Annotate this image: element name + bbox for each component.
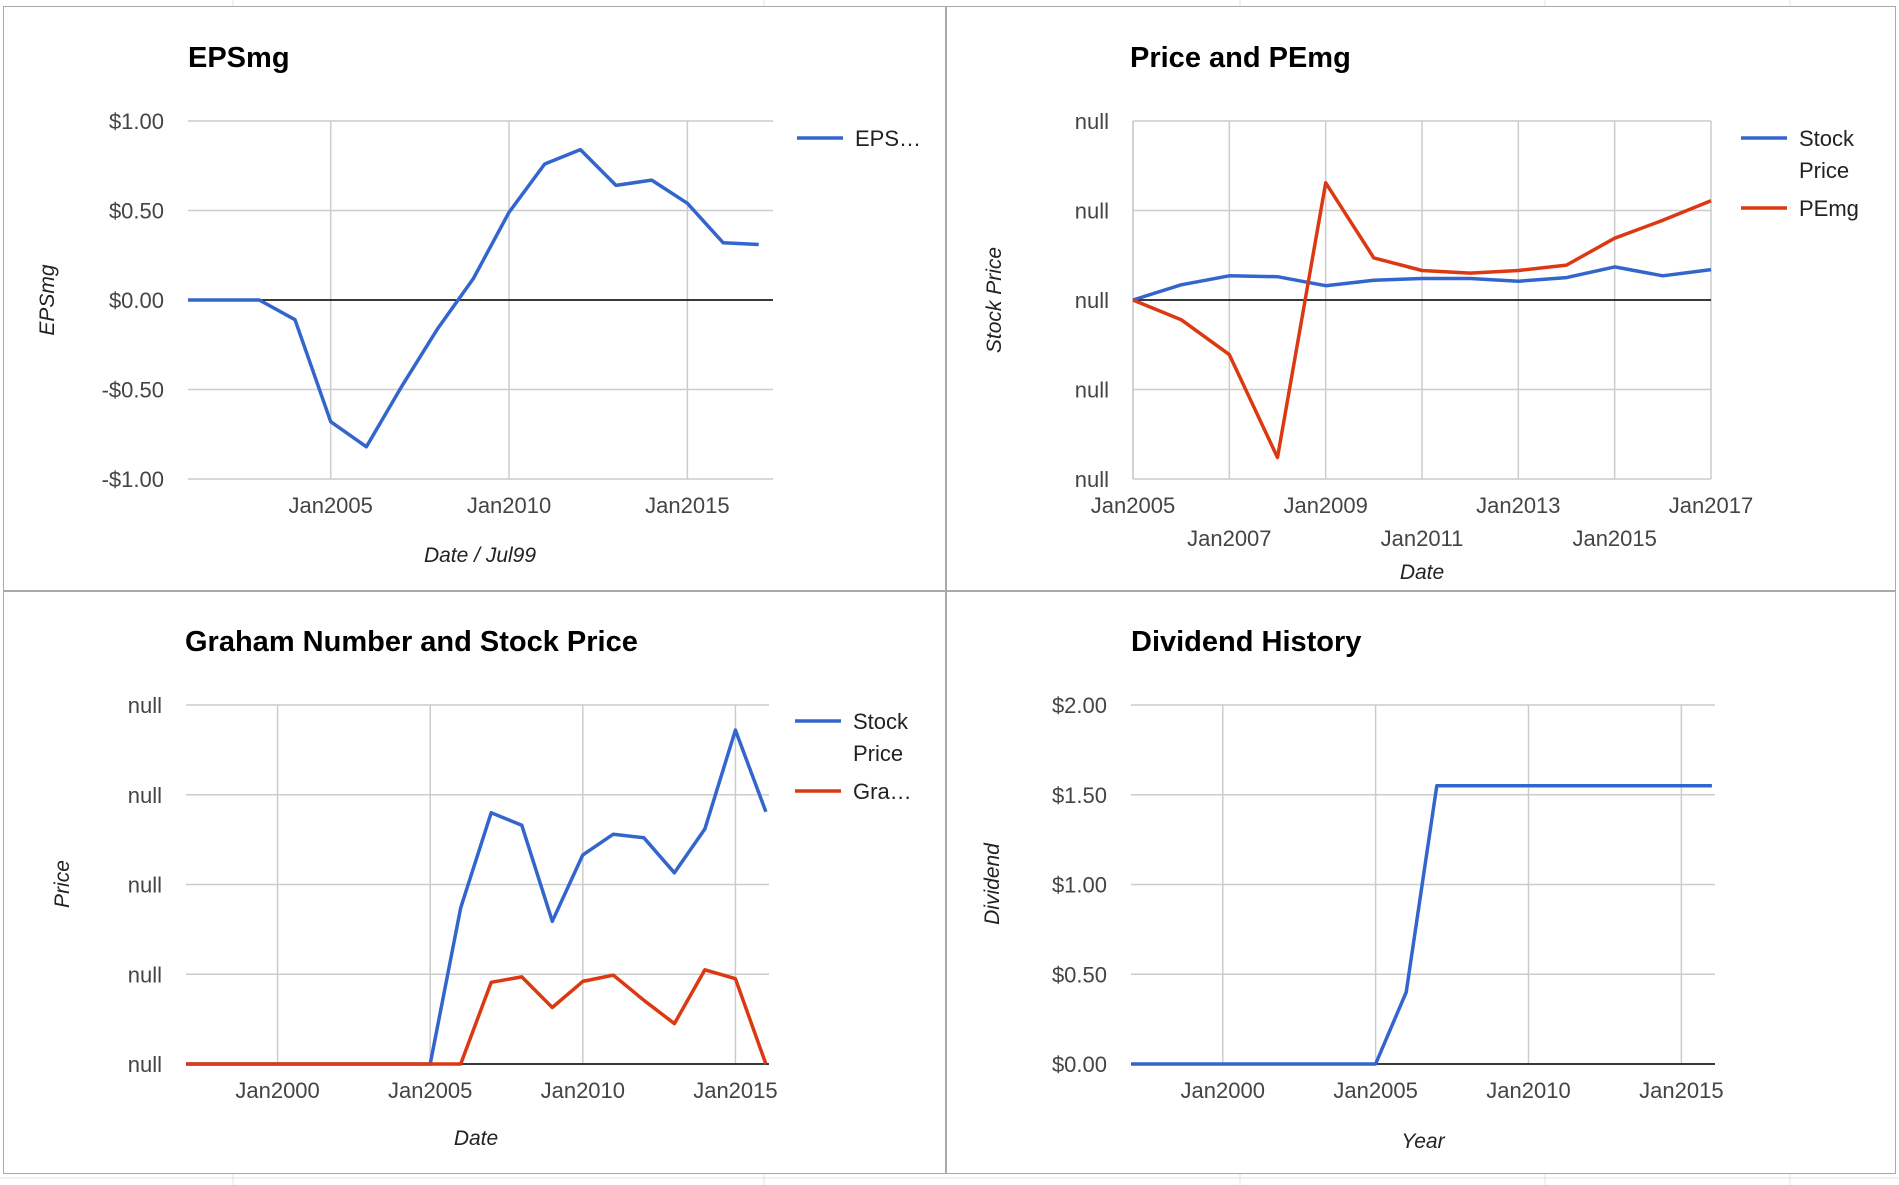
dividend-chart: Dividend History $2.00 $1.50 $1.00 $0.50 $0.0… [981, 626, 1724, 1153]
price-pemg-x-tick-3: Jan2011 [1381, 526, 1464, 551]
chart-panel-price-pemg[interactable]: Price and PEmg null null null null null Jan200… [946, 6, 1896, 591]
price-pemg-y-tick-2: null [1075, 288, 1109, 313]
epsmg-title: EPSmg [188, 42, 290, 74]
price-pemg-x-axis-title: Date [1400, 561, 1444, 584]
price-pemg-legend-entry-1[interactable]: PEmg [1799, 196, 1859, 221]
price-pemg-y-tick-0: null [1075, 109, 1109, 134]
epsmg-y-tick-1: $0.50 [109, 199, 164, 224]
graham-series-line-1[interactable] [186, 968, 768, 1066]
epsmg-series-line-0[interactable] [188, 147, 759, 449]
graham-x-tick-0: Jan2000 [235, 1078, 319, 1103]
epsmg-x-axis-title: Date / Jul99 [424, 544, 536, 567]
dividend-x-axis-title: Year [1401, 1130, 1445, 1153]
epsmg-legend-entry-0[interactable]: EPS… [855, 126, 921, 151]
dividend-y-tick-0: $2.00 [1052, 693, 1107, 718]
price-pemg-y-tick-1: null [1075, 199, 1109, 224]
epsmg-x-tick-0: Jan2005 [288, 493, 372, 518]
graham-y-tick-0: null [128, 693, 162, 718]
price-pemg-x-tick-6: Jan2017 [1669, 493, 1753, 518]
dividend-x-tick-2: Jan2010 [1486, 1078, 1570, 1103]
graham-legend-entry-1[interactable]: Gra… [853, 779, 912, 804]
epsmg-y-tick-2: $0.00 [109, 288, 164, 313]
dividend-x-tick-0: Jan2000 [1181, 1078, 1265, 1103]
price-pemg-y-tick-4: null [1075, 467, 1109, 492]
dividend-y-tick-1: $1.50 [1052, 783, 1107, 808]
epsmg-y-tick-3: -$0.50 [102, 378, 164, 403]
graham-y-tick-4: null [128, 1052, 162, 1077]
chart-panel-graham[interactable]: Graham Number and Stock Price null null nul… [3, 591, 946, 1174]
price-pemg-series-line-1[interactable] [1132, 181, 1712, 460]
price-pemg-y-tick-3: null [1075, 378, 1109, 403]
price-pemg-chart: Price and PEmgnullnullnullnullnullJan200… [983, 42, 1859, 584]
price-pemg-title: Price and PEmg [1130, 42, 1351, 74]
epsmg-chart: EPSmg $1.00 $0.50 $0.00 -$0.50 -$1.00 Jan2005 J… [36, 42, 921, 567]
graham-y-tick-2: null [128, 873, 162, 898]
graham-y-tick-3: null [128, 962, 162, 987]
price-pemg-x-tick-0: Jan2005 [1091, 493, 1175, 518]
dividend-x-tick-3: Jan2015 [1639, 1078, 1723, 1103]
dividend-y-tick-4: $0.00 [1052, 1052, 1107, 1077]
graham-x-axis-title: Date [454, 1127, 498, 1150]
price-pemg-y-axis-title: Stock Price [983, 247, 1006, 353]
chart-panel-epsmg[interactable]: EPSmg $1.00 $0.50 $0.00 -$0.50 -$1.00 Jan2005 J… [3, 6, 946, 591]
graham-x-tick-1: Jan2005 [388, 1078, 472, 1103]
dividend-y-axis-title: Dividend [981, 842, 1004, 925]
price-pemg-x-tick-4: Jan2013 [1476, 493, 1560, 518]
price-pemg-x-tick-2: Jan2009 [1283, 493, 1367, 518]
dividend-y-tick-3: $0.50 [1052, 962, 1107, 987]
chart-panel-dividend[interactable]: Dividend History $2.00 $1.50 $1.00 $0.50 $0.0… [946, 591, 1896, 1174]
graham-x-tick-3: Jan2015 [693, 1078, 777, 1103]
graham-chart: Graham Number and Stock Price null null nul… [51, 626, 912, 1150]
graham-title: Graham Number and Stock Price [185, 626, 638, 658]
epsmg-y-tick-4: -$1.00 [102, 467, 164, 492]
epsmg-x-tick-1: Jan2010 [467, 493, 551, 518]
dividend-series-line-0[interactable] [1131, 784, 1712, 1066]
price-pemg-legend-entry-0[interactable]: Stock Price [1799, 126, 1855, 183]
epsmg-y-axis-title: EPSmg [36, 264, 59, 336]
epsmg-y-tick-0: $1.00 [109, 109, 164, 134]
dividend-y-tick-2: $1.00 [1052, 873, 1107, 898]
epsmg-x-tick-2: Jan2015 [645, 493, 729, 518]
dividend-x-tick-1: Jan2005 [1333, 1078, 1417, 1103]
graham-y-axis-title: Price [51, 860, 74, 908]
price-pemg-x-tick-1: Jan2007 [1187, 526, 1271, 551]
graham-x-tick-2: Jan2010 [541, 1078, 625, 1103]
dividend-title: Dividend History [1131, 626, 1361, 658]
graham-legend-entry-0[interactable]: Stock Price [853, 709, 909, 766]
price-pemg-series-line-0[interactable] [1132, 265, 1712, 302]
graham-y-tick-1: null [128, 783, 162, 808]
price-pemg-x-tick-5: Jan2015 [1572, 526, 1656, 551]
